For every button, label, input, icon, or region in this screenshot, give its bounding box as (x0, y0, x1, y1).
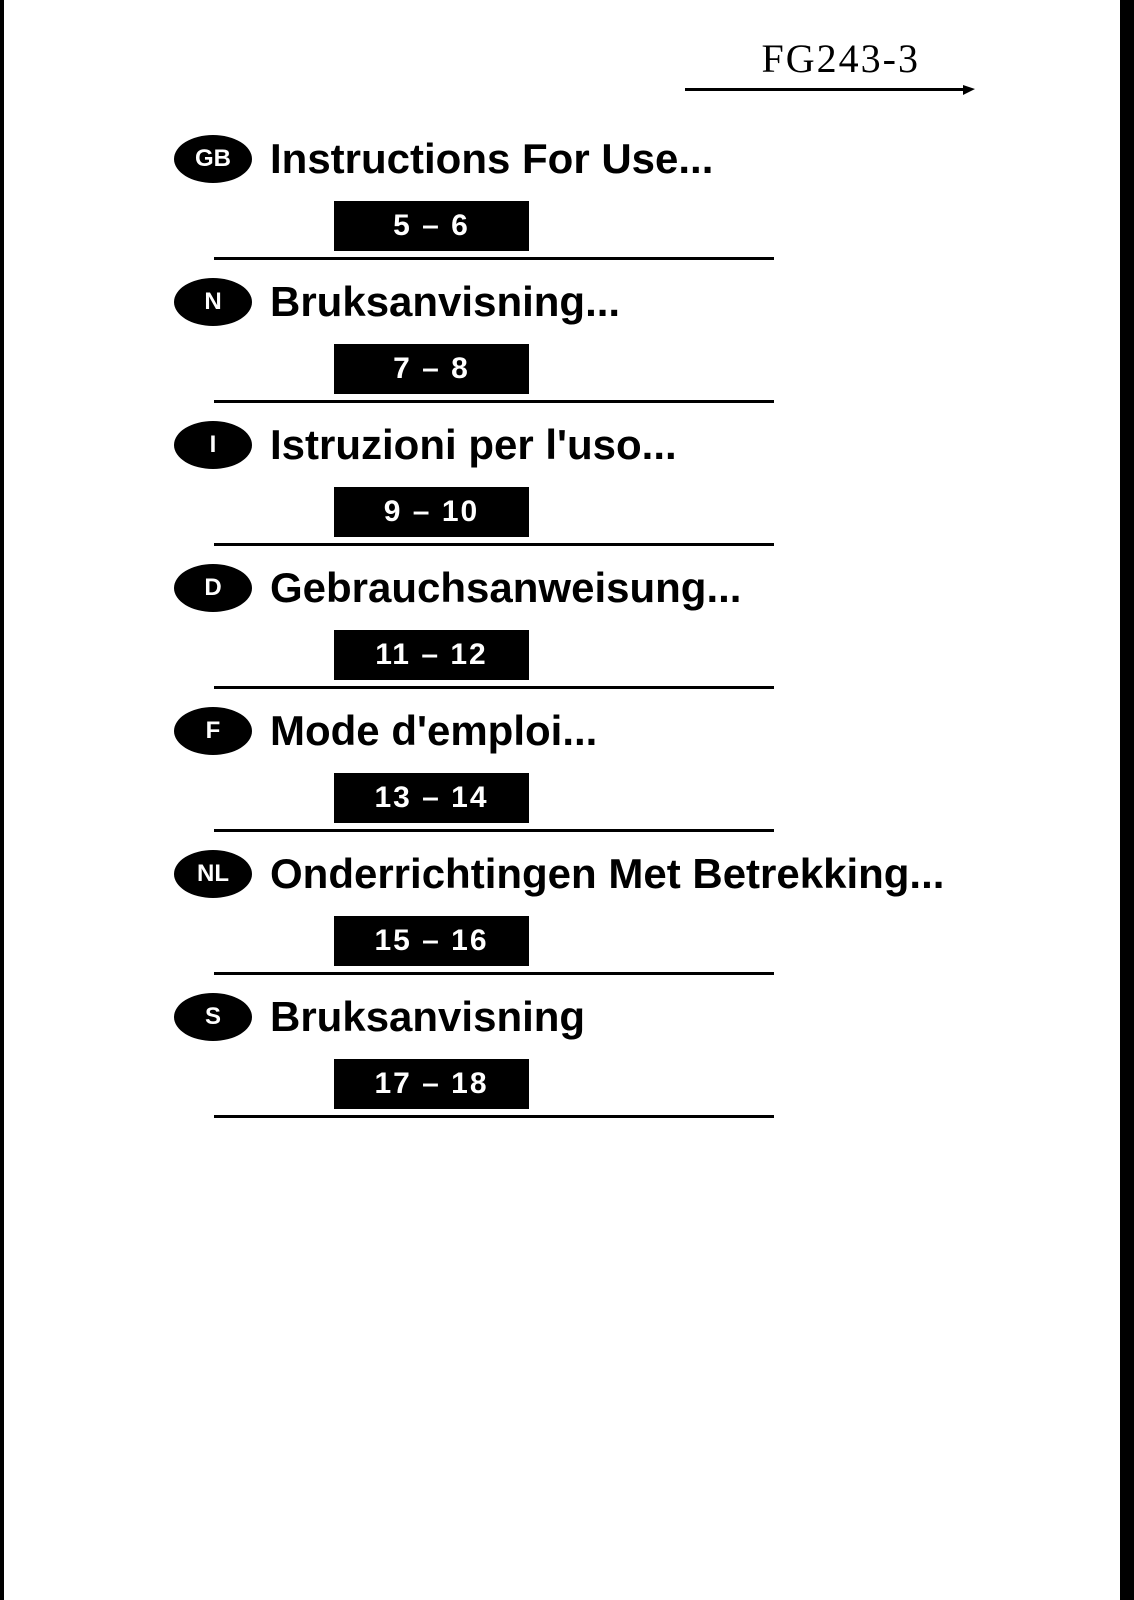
section-i: I Istruzioni per l'uso... 9 – 10 (174, 421, 990, 546)
heading-row: NL Onderrichtingen Met Betrekking... (174, 850, 990, 898)
section-title: Istruzioni per l'uso... (270, 422, 677, 468)
heading-row: S Bruksanvisning (174, 993, 990, 1041)
section-divider (214, 1115, 774, 1118)
page-range: 13 – 14 (334, 773, 529, 823)
page-range: 7 – 8 (334, 344, 529, 394)
heading-row: GB Instructions For Use... (174, 135, 990, 183)
section-d: D Gebrauchsanweisung... 11 – 12 (174, 564, 990, 689)
language-badge-d: D (174, 564, 252, 612)
language-badge-f: F (174, 707, 252, 755)
page-range: 15 – 16 (334, 916, 529, 966)
section-title: Instructions For Use... (270, 136, 713, 182)
heading-row: F Mode d'emploi... (174, 707, 990, 755)
handwritten-note: FG243-3 (762, 35, 920, 82)
language-badge-gb: GB (174, 135, 252, 183)
language-badge-i: I (174, 421, 252, 469)
section-gb: GB Instructions For Use... 5 – 6 (174, 135, 990, 260)
section-nl: NL Onderrichtingen Met Betrekking... 15 … (174, 850, 990, 975)
section-divider (214, 257, 774, 260)
language-badge-nl: NL (174, 850, 252, 898)
handwritten-arrow-icon (963, 85, 975, 95)
page-range: 9 – 10 (334, 487, 529, 537)
page-range: 17 – 18 (334, 1059, 529, 1109)
page-range: 11 – 12 (334, 630, 529, 680)
handwritten-underline (685, 88, 965, 91)
section-divider (214, 972, 774, 975)
section-title: Bruksanvisning... (270, 279, 620, 325)
section-divider (214, 829, 774, 832)
section-f: F Mode d'emploi... 13 – 14 (174, 707, 990, 832)
section-s: S Bruksanvisning 17 – 18 (174, 993, 990, 1118)
section-divider (214, 686, 774, 689)
language-badge-s: S (174, 993, 252, 1041)
heading-row: D Gebrauchsanweisung... (174, 564, 990, 612)
heading-row: I Istruzioni per l'uso... (174, 421, 990, 469)
section-title: Onderrichtingen Met Betrekking... (270, 851, 944, 897)
page-range: 5 – 6 (334, 201, 529, 251)
heading-row: N Bruksanvisning... (174, 278, 990, 326)
table-of-contents: GB Instructions For Use... 5 – 6 N Bruks… (54, 135, 1070, 1118)
section-title: Gebrauchsanweisung... (270, 565, 741, 611)
section-n: N Bruksanvisning... 7 – 8 (174, 278, 990, 403)
section-divider (214, 400, 774, 403)
language-badge-n: N (174, 278, 252, 326)
section-title: Mode d'emploi... (270, 708, 597, 754)
document-page: FG243-3 GB Instructions For Use... 5 – 6… (0, 0, 1134, 1600)
section-title: Bruksanvisning (270, 994, 585, 1040)
section-divider (214, 543, 774, 546)
